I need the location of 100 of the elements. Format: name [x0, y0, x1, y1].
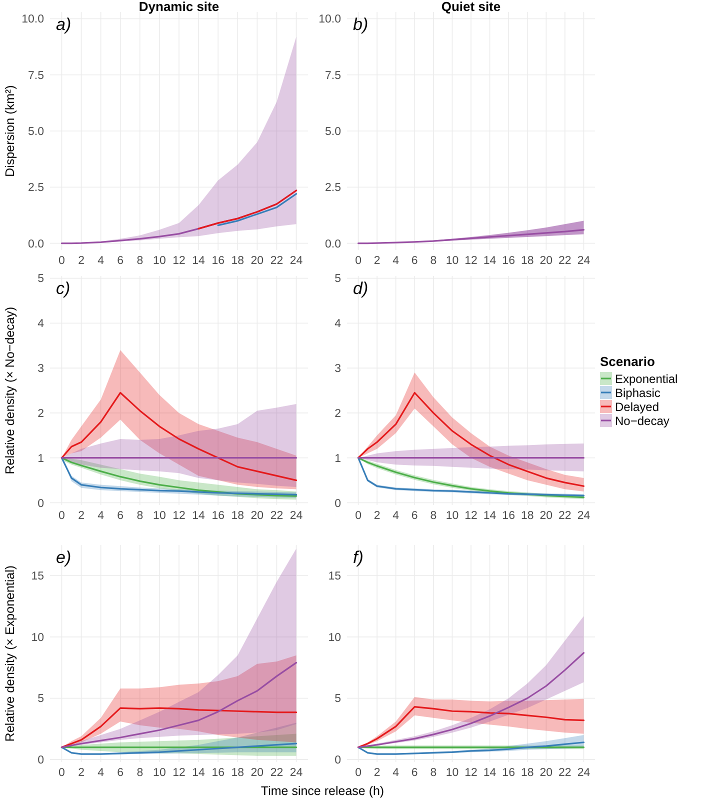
legend-label: Exponential	[615, 372, 678, 386]
y-tick-label: 10.0	[318, 14, 341, 26]
x-tick-label: 16	[212, 767, 224, 779]
x-tick-label: 18	[520, 767, 534, 779]
line-series	[60, 742, 298, 755]
line-series	[357, 742, 585, 755]
line-series	[357, 228, 585, 244]
y-tick-label: 3	[38, 363, 44, 376]
x-tick-label: 8	[136, 767, 144, 779]
x-tick-label: 12	[464, 767, 478, 779]
x-tick-label: 2	[374, 255, 380, 267]
x-tick-label: 14	[483, 767, 497, 779]
x-tick-label: 16	[502, 767, 515, 779]
y-tick-label: 0.0	[28, 238, 44, 250]
chart-title: Dynamic site	[138, 0, 220, 14]
x-tick-label: 6	[117, 767, 124, 779]
x-tick-label: 6	[411, 767, 418, 779]
legend-label: Delayed	[615, 400, 660, 414]
x-tick-label: 0	[58, 510, 65, 522]
chart-title: Quiet site	[441, 0, 501, 14]
x-tick-label: 18	[520, 510, 534, 522]
x-tick-label: 14	[483, 255, 497, 267]
x-tick-label: 6	[411, 510, 418, 522]
x-tick-label: 0	[58, 255, 65, 267]
x-tick-label: 8	[136, 510, 144, 522]
y-tick-label: 1	[38, 452, 44, 465]
x-tick-label: 14	[192, 255, 206, 267]
legend-label: No−decay	[615, 414, 670, 428]
x-tick-label: 16	[212, 255, 224, 267]
x-tick-label: 14	[192, 767, 206, 779]
y-tick-label: 10.0	[22, 14, 44, 26]
annotation: c)	[56, 279, 70, 298]
x-tick-label: 8	[430, 255, 437, 267]
x-tick-label: 4	[392, 767, 400, 779]
line-series	[357, 392, 585, 487]
x-tick-label: 24	[577, 767, 591, 779]
y-tick-label: 0	[334, 498, 341, 510]
x-tick-label: 2	[78, 510, 84, 522]
y-axis-title: Relative density (× No−decay)	[3, 306, 17, 474]
x-tick-label: 18	[231, 510, 244, 522]
x-tick-label: 14	[192, 510, 206, 522]
x-tick-label: 10	[446, 767, 459, 779]
annotation: d)	[353, 279, 368, 298]
y-tick-label: 5.0	[28, 126, 44, 138]
x-tick-label: 22	[558, 255, 572, 267]
x-tick-label: 2	[78, 767, 84, 779]
x-tick-label: 0	[58, 767, 65, 779]
x-tick-label: 12	[172, 767, 186, 779]
y-tick-label: 0	[334, 754, 341, 767]
y-tick-label: 15	[328, 570, 341, 583]
x-tick-label: 20	[250, 510, 264, 522]
x-tick-label: 18	[520, 255, 534, 267]
line-series	[60, 392, 298, 482]
x-tick-label: 24	[577, 510, 591, 522]
y-tick-label: 4	[38, 318, 45, 330]
x-tick-label: 20	[540, 510, 553, 522]
annotation: b)	[353, 15, 368, 34]
x-tick-label: 14	[483, 510, 497, 522]
y-tick-label: 0	[38, 498, 44, 510]
annotation: e)	[56, 548, 72, 567]
x-tick-label: 18	[231, 767, 244, 779]
x-tick-label: 22	[558, 767, 572, 779]
x-tick-label: 0	[355, 767, 362, 779]
x-tick-label: 6	[411, 255, 418, 267]
x-tick-label: 4	[392, 510, 400, 522]
x-tick-label: 12	[464, 255, 478, 267]
x-tick-label: 24	[290, 510, 304, 522]
annotation: f)	[353, 548, 364, 567]
line-series	[198, 190, 298, 230]
x-axis-title: Time since release (h)	[260, 784, 384, 798]
y-tick-label: 7.5	[28, 70, 44, 82]
x-tick-label: 2	[78, 255, 84, 267]
x-tick-label: 4	[98, 767, 105, 779]
y-tick-label: 7.5	[325, 70, 341, 82]
line-series	[357, 706, 585, 748]
x-tick-label: 2	[374, 767, 380, 779]
x-tick-label: 8	[136, 255, 144, 267]
x-tick-label: 0	[355, 255, 362, 267]
x-tick-label: 0	[355, 510, 362, 522]
x-tick-label: 24	[290, 767, 304, 779]
y-tick-label: 2	[334, 408, 341, 420]
y-tick-label: 0.0	[325, 238, 341, 250]
x-tick-label: 10	[153, 510, 166, 522]
x-tick-label: 2	[374, 510, 380, 522]
y-tick-label: 2	[38, 408, 44, 420]
x-tick-label: 20	[250, 767, 264, 779]
line-series	[217, 193, 298, 226]
x-tick-label: 24	[577, 255, 591, 267]
y-tick-label: 2.5	[325, 182, 341, 194]
x-tick-label: 4	[98, 510, 105, 522]
y-tick-label: 5	[334, 693, 341, 706]
x-tick-label: 16	[502, 255, 515, 267]
x-tick-label: 18	[231, 255, 244, 267]
x-tick-label: 16	[212, 510, 224, 522]
x-tick-label: 6	[117, 255, 124, 267]
x-tick-label: 22	[270, 510, 284, 522]
y-tick-label: 10	[31, 632, 44, 644]
x-tick-label: 12	[172, 255, 186, 267]
x-tick-label: 22	[270, 255, 284, 267]
x-tick-label: 10	[446, 255, 459, 267]
